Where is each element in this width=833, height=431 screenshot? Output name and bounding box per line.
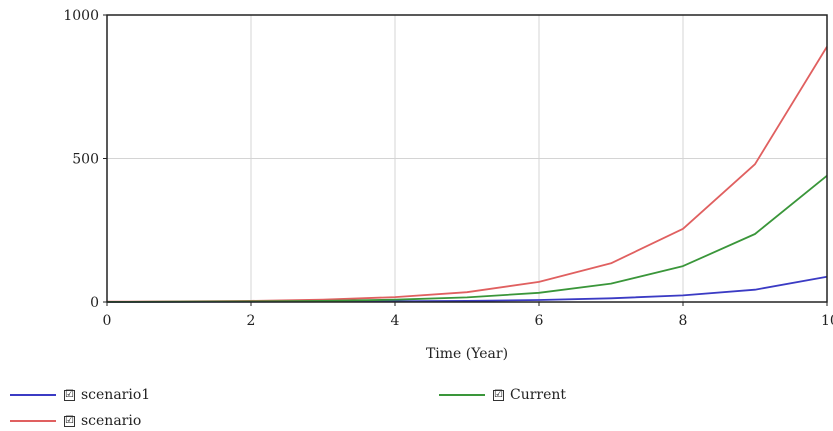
x-tick-label: 4 bbox=[391, 313, 400, 329]
legend-label: scenario1 bbox=[81, 387, 151, 403]
y-axis-ticks: 0 500 1000 bbox=[63, 8, 107, 311]
y-tick-label: 500 bbox=[72, 152, 99, 168]
legend-line-swatch bbox=[10, 420, 56, 422]
x-axis-title: Time (Year) bbox=[426, 346, 508, 362]
legend-item-scenario1[interactable]: ☑ scenario1 bbox=[10, 387, 150, 403]
series-line-scenario bbox=[106, 46, 828, 303]
y-tick-label: 1000 bbox=[63, 8, 99, 24]
checkbox-checked-icon[interactable]: ☑ bbox=[493, 389, 504, 401]
legend-label: Current bbox=[510, 387, 567, 403]
legend-item-scenario[interactable]: ☑ scenario bbox=[10, 413, 141, 429]
x-tick-label: 6 bbox=[535, 313, 544, 329]
legend-label: scenario bbox=[81, 413, 142, 429]
grid bbox=[107, 15, 827, 302]
x-tick-label: 8 bbox=[679, 313, 688, 329]
x-axis-ticks: 0 2 4 6 8 10 bbox=[103, 302, 833, 329]
legend-item-current[interactable]: ☑ Current bbox=[439, 387, 566, 403]
x-tick-label: 2 bbox=[247, 313, 256, 329]
series-line-current bbox=[106, 175, 828, 303]
legend-line-swatch bbox=[439, 394, 485, 396]
checkbox-checked-icon[interactable]: ☑ bbox=[64, 389, 75, 401]
checkbox-checked-icon[interactable]: ☑ bbox=[64, 415, 75, 427]
series-layer bbox=[106, 46, 828, 303]
x-tick-label: 0 bbox=[103, 313, 112, 329]
x-tick-label: 10 bbox=[821, 313, 833, 329]
y-tick-label: 0 bbox=[90, 295, 99, 311]
legend-line-swatch bbox=[10, 394, 56, 396]
